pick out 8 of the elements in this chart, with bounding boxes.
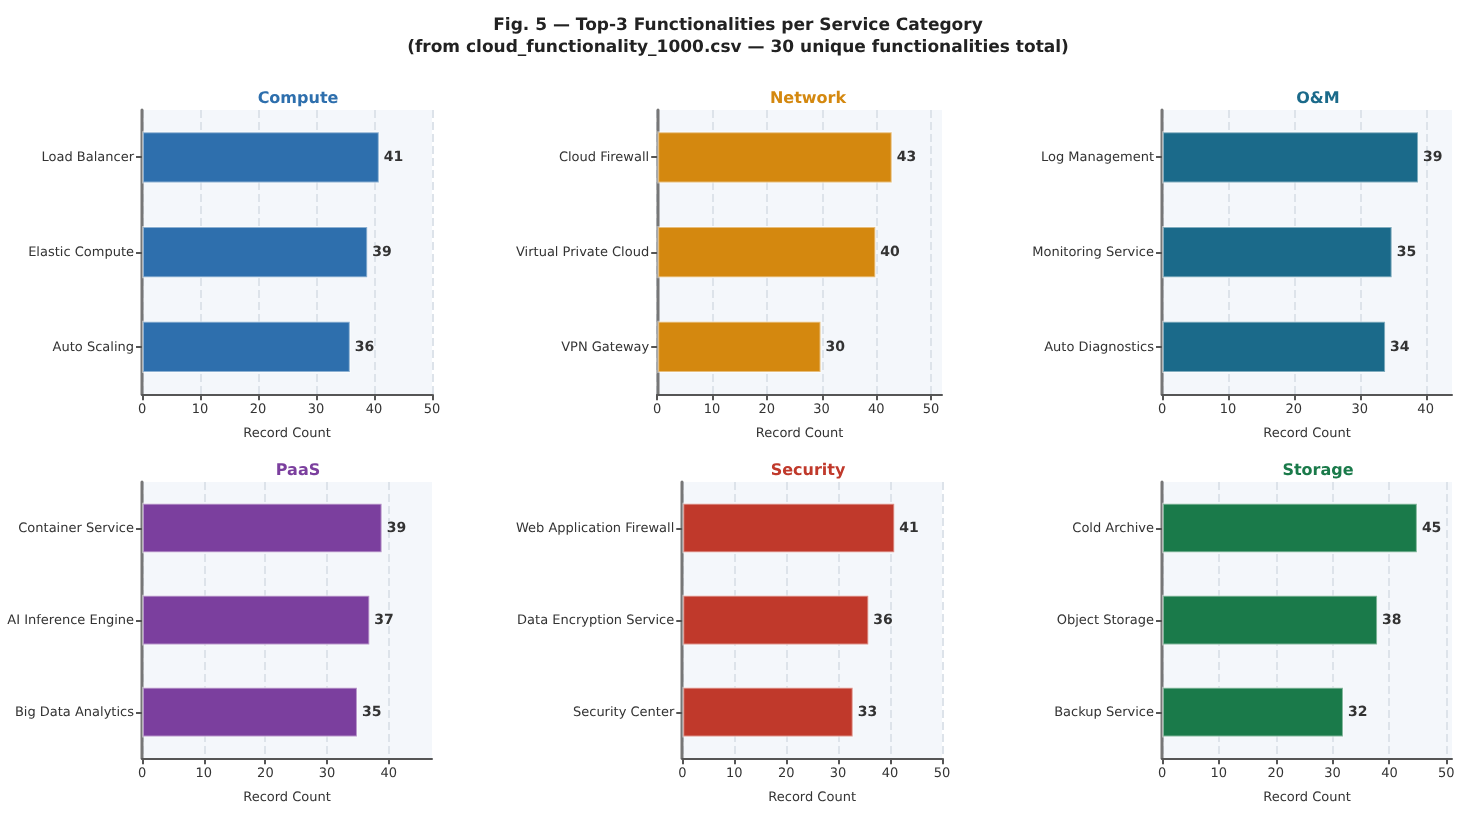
chart-title: Compute: [257, 89, 340, 107]
chart-title: O&M: [1296, 89, 1340, 107]
chart-title: Storage: [1282, 461, 1355, 479]
caption: Fig. 5 — Top-3 Functionalities per Service Category: [491, 16, 985, 38]
text: (from cloud_functionality_1000.csv — 30 unique functionalities total): [405, 38, 1071, 60]
chart-title: Network: [769, 89, 848, 107]
chart-title: PaaS: [275, 461, 321, 479]
chart-title: Security: [770, 461, 847, 479]
